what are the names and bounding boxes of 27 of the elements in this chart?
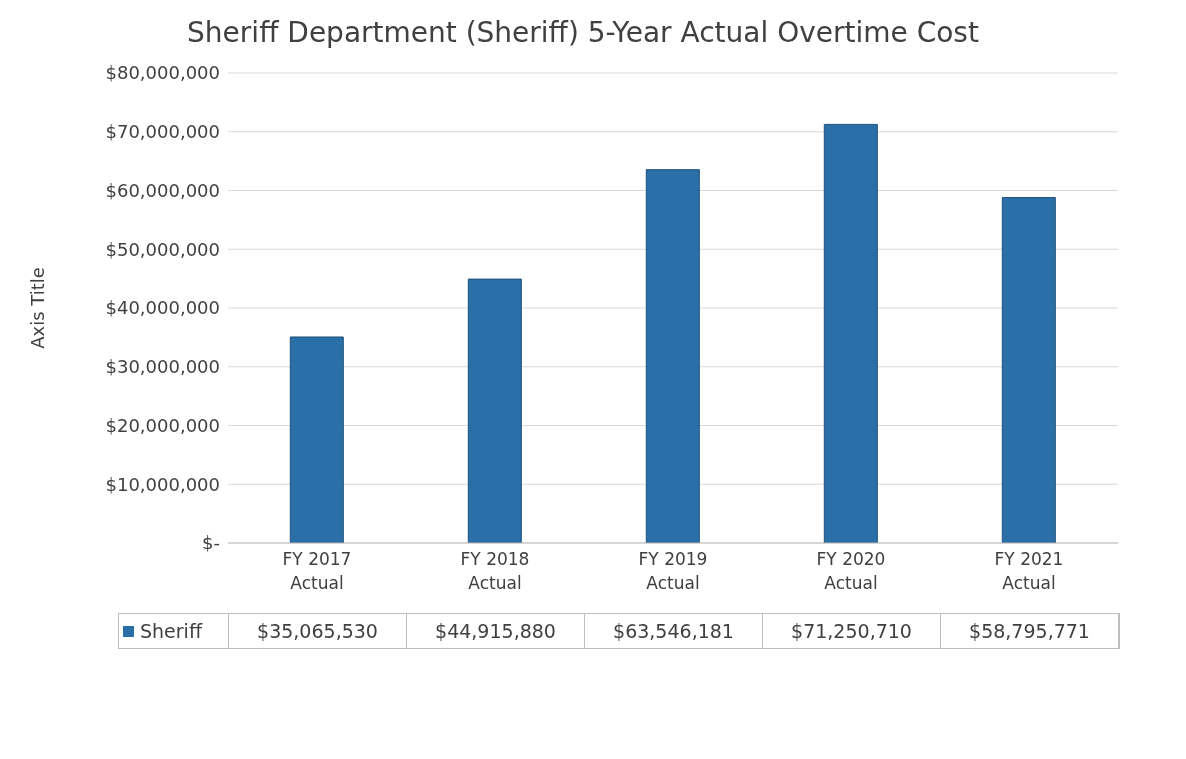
x-tick-label: FY 2021 Actual [994,549,1064,593]
y-tick-label: $70,000,000 [105,121,220,143]
y-tick-label: $80,000,000 [105,62,220,84]
chart-title: Sheriff Department (Sheriff) 5-Year Actual Overtime Cost [186,15,980,51]
y-tick-label: $40,000,000 [105,297,220,319]
y-tick-label: $60,000,000 [105,179,220,201]
data-label: $44,915,880 [407,614,585,648]
y-axis-title: Axis Title [27,267,49,349]
bar [1001,197,1056,543]
y-tick-label: $20,000,000 [105,414,220,436]
bar [645,169,700,543]
x-tick-label: FY 2017 Actual [282,549,352,593]
x-tick-label: FY 2020 Actual [816,549,886,593]
bar [289,336,344,543]
data-label: $63,546,181 [585,614,763,648]
bar [823,123,878,543]
bar [467,278,522,543]
data-label: $58,795,771 [941,614,1119,648]
y-tick-label: $- [202,532,220,554]
y-tick-label: $10,000,000 [105,473,220,495]
data-label: $71,250,710 [763,614,941,648]
data-label: $35,065,530 [229,614,407,648]
legend-label: Sheriff [119,614,229,648]
y-tick-label: $50,000,000 [105,238,220,260]
x-tick-label: FY 2018 Actual [460,549,530,593]
y-tick-label: $30,000,000 [105,356,220,378]
x-tick-label: FY 2019 Actual [638,549,708,593]
